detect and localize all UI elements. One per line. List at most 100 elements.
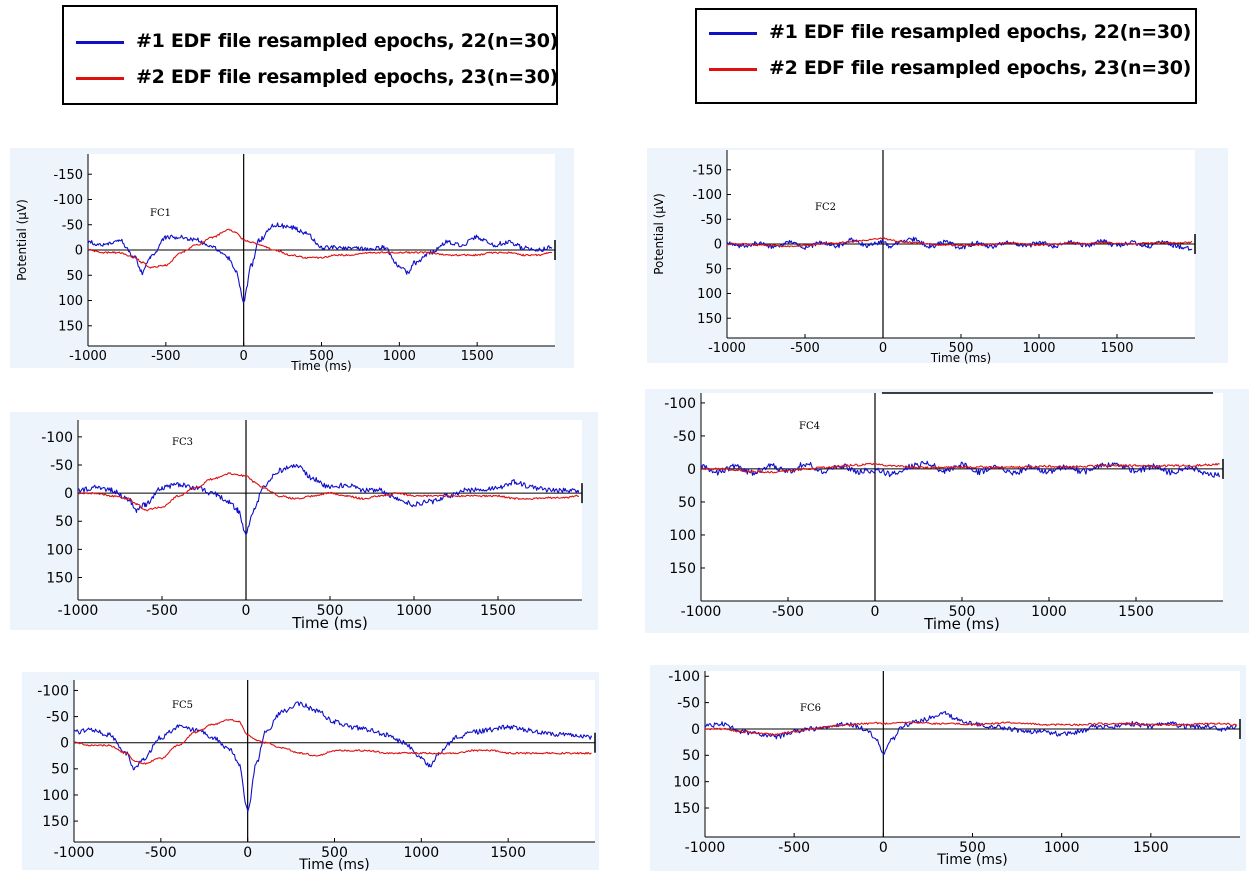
y-tick-label: 150 [669,561,696,577]
x-tick-label: 1000 [1044,840,1080,856]
x-tick-label: -500 [146,603,178,619]
x-tick-label: 1500 [461,349,494,364]
legend-swatch-red [76,77,124,80]
chart-panel-fc4: -100 -50 0 50 100 150 -1000 -500 0 500 1000 1500 Tim… [645,389,1249,633]
x-tick-label: 500 [959,840,986,856]
series-line-1 [73,701,593,813]
chart-panel-fc5: -100 -50 0 50 100 150 -1000 -500 0 500 1000 1500 Tim… [22,672,599,873]
y-tick-label: 50 [51,762,69,778]
series-line-2 [726,237,1193,248]
y-tick-label: -50 [46,709,69,725]
y-axis-title: Potential (μV) [15,199,29,281]
legend-entry: #1 EDF file resampled epochs, 22(n=30) [697,18,1195,48]
y-tick-label: 0 [687,462,696,478]
y-tick-label: -150 [53,168,83,183]
channel-label: FC4 [799,421,820,432]
legend-entry: #2 EDF file resampled epochs, 23(n=30) [697,54,1195,84]
y-tick-label: 0 [60,736,69,752]
channel-label: FC2 [815,202,836,213]
plot-area [78,420,582,600]
y-tick-label: 0 [714,238,722,253]
x-axis-title: Time (ms) [291,614,368,632]
y-tick-label: 50 [678,495,696,511]
plot-area [701,393,1223,601]
x-tick-label: -500 [778,840,810,856]
y-tick-label: -50 [677,696,700,712]
x-axis-title: Time (ms) [923,615,1000,633]
legend-swatch-blue [709,32,757,35]
x-tick-label: 500 [321,845,348,861]
x-tick-label: 0 [879,341,887,356]
x-tick-label: 1500 [1133,840,1169,856]
y-tick-label: -50 [62,218,83,233]
y-tick-label: 100 [58,294,83,309]
series-line-1 [87,222,553,303]
x-tick-label: 1000 [383,349,416,364]
x-tick-label: -500 [151,349,181,364]
y-tick-label: 150 [42,814,69,830]
series-line-2 [700,462,1220,474]
x-tick-label: -500 [145,845,177,861]
x-tick-label: 0 [240,349,248,364]
series-line-1 [704,710,1237,756]
y-tick-label: 150 [46,570,73,586]
y-tick-label: -100 [692,188,722,203]
legend-entry: #2 EDF file resampled epochs, 23(n=30) [64,63,558,93]
y-tick-label: 150 [673,801,700,817]
x-axis-title: Time (ms) [930,351,992,365]
x-tick-label: 0 [242,603,251,619]
channel-label: FC6 [800,703,821,714]
x-tick-label: 1000 [404,845,440,861]
y-tick-label: -100 [664,396,696,412]
y-tick-label: 100 [669,528,696,544]
y-tick-label: 50 [682,748,700,764]
y-tick-label: 0 [75,244,83,259]
x-tick-label: -1000 [58,603,99,619]
legend-entry: #1 EDF file resampled epochs, 22(n=30) [64,27,558,57]
x-axis-title: Time (ms) [290,359,352,373]
x-tick-label: 0 [871,604,880,620]
x-tick-label: 1000 [1031,604,1067,620]
x-tick-label: -500 [790,341,820,356]
chart-panel-fc1: -150 -100 -50 0 50 100 150 -1000 -500 0 500 1000 150… [10,148,574,373]
x-tick-label: -1000 [708,341,746,356]
y-tick-label: -100 [37,683,69,699]
y-tick-label: -150 [692,163,722,178]
y-axis-title: Potential (μV) [652,193,666,275]
legend-swatch-blue [76,41,124,44]
legend-label: #2 EDF file resampled epochs, 23(n=30) [769,57,1192,79]
y-tick-label: -100 [41,430,73,446]
x-axis-title: Time (ms) [936,852,1008,868]
chart-panel-fc3: -100 -50 0 50 100 150 -1000 -500 0 500 1000 1500 Tim… [10,412,598,632]
series-line-1 [77,464,580,536]
x-tick-label: -1000 [681,604,722,620]
channel-label: FC5 [172,700,193,711]
x-axis-title: Time (ms) [298,857,370,873]
y-tick-label: -50 [50,458,73,474]
y-tick-label: 0 [691,722,700,738]
x-tick-label: -1000 [54,845,95,861]
channel-label: FC3 [172,437,193,448]
series-line-2 [87,228,553,269]
x-tick-label: -1000 [69,349,107,364]
legend-swatch-red [709,68,757,71]
plot-area [74,680,595,842]
x-tick-label: 0 [243,845,252,861]
x-tick-label: 1500 [1100,341,1133,356]
channel-label: FC1 [150,208,171,219]
x-tick-label: 1500 [480,603,516,619]
y-tick-label: -100 [668,669,700,685]
x-tick-label: 1000 [396,603,432,619]
y-tick-label: 100 [673,775,700,791]
x-tick-label: 1500 [490,845,526,861]
y-tick-label: -50 [701,213,722,228]
x-tick-label: -1000 [685,840,726,856]
x-tick-label: 500 [949,341,974,356]
y-tick-label: 150 [697,312,722,327]
x-tick-label: 1500 [1118,604,1154,620]
